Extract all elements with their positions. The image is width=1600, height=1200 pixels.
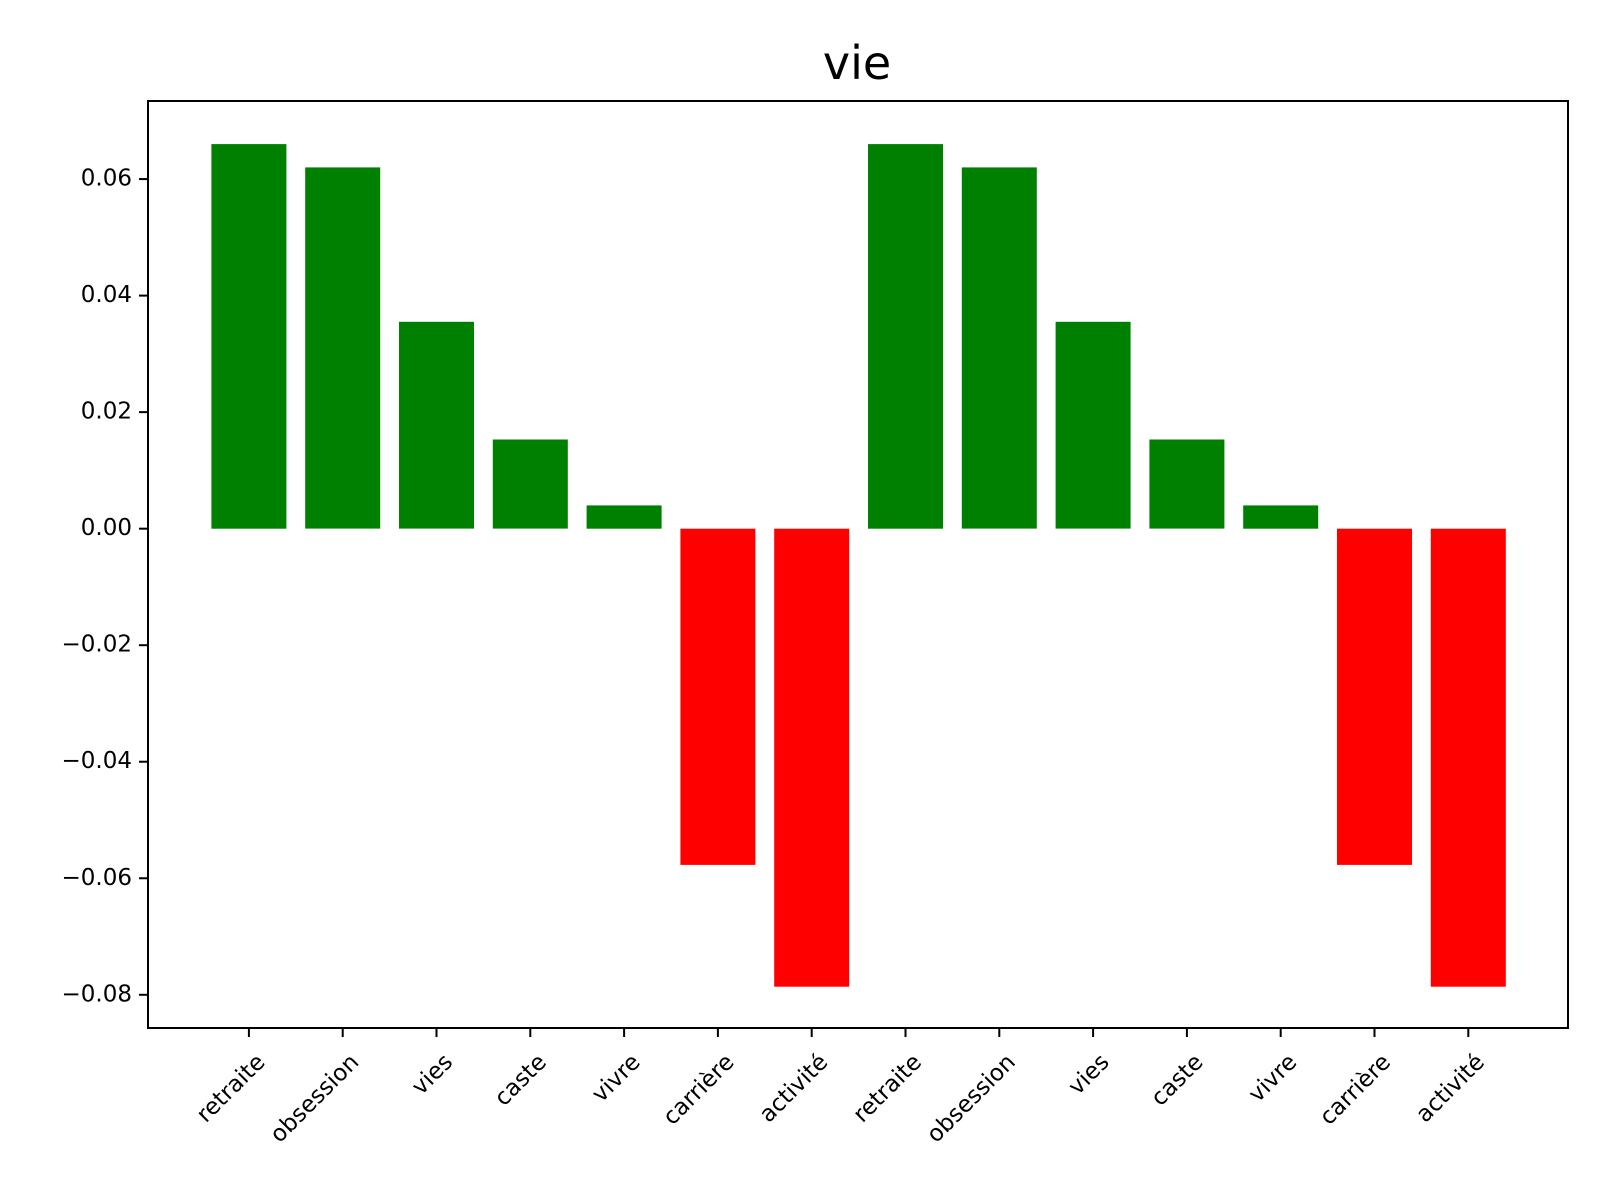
bar-carrière [1337,528,1412,865]
x-tick-label: carrière [1315,1049,1396,1130]
bar-obsession [961,167,1037,529]
bar-vivre [1243,505,1319,529]
x-tick-label: activité [1411,1049,1490,1128]
chart-title: vie [823,36,891,90]
y-tick-label: 0.00 [81,515,132,541]
y-tick-label: −0.04 [62,748,132,774]
bar-retraite [868,144,943,529]
x-tick-label: vies [407,1049,458,1100]
y-tick-label: 0.02 [81,399,132,425]
x-tick-label: retraite [192,1049,271,1128]
x-tick-label: retraite [848,1049,927,1128]
x-tick-label: obsession [922,1049,1021,1148]
x-tick-label: caste [1146,1049,1208,1111]
bar-retraite [211,144,287,529]
x-tick-label: obsession [265,1049,364,1148]
bars-group [211,144,1506,987]
x-tick-label: carrière [658,1049,739,1130]
y-tick-label: 0.06 [81,166,132,192]
bar-carrière [680,528,756,865]
bar-activité [1430,528,1506,987]
bar-vivre [586,505,662,529]
plot-frame [147,100,1569,1029]
x-tick-label: vies [1064,1049,1115,1100]
bar-vies [399,321,474,529]
y-axis: 0.06 0.04 0.02 0.00 −0.02 −0.04 −0.06 −0.08 [62,166,148,1007]
bar-obsession [305,167,381,529]
x-tick-label: activité [755,1049,834,1128]
bar-vies [1055,321,1131,529]
y-tick-label: 0.04 [81,282,132,308]
y-tick-label: −0.06 [62,865,132,891]
y-tick-label: −0.02 [62,632,132,658]
x-tick-label: vivre [587,1049,645,1107]
bar-caste [492,439,568,529]
x-tick-label: vivre [1244,1049,1302,1107]
y-tick-label: −0.08 [62,981,132,1007]
bar-caste [1149,439,1225,529]
x-tick-label: caste [490,1049,552,1111]
bar-activité [774,528,850,987]
